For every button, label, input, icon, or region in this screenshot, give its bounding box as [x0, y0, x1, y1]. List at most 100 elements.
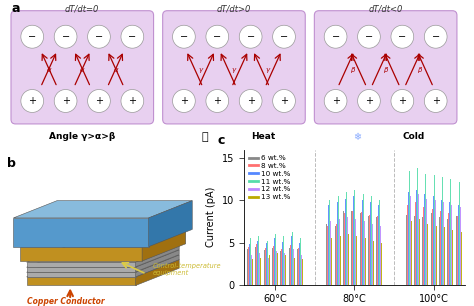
Bar: [424, 194, 425, 285]
Text: +: +: [128, 96, 137, 106]
Bar: [267, 241, 268, 285]
Text: −: −: [331, 32, 340, 42]
Bar: [256, 244, 257, 285]
Bar: [248, 247, 249, 285]
Text: Control-temperature
equipment: Control-temperature equipment: [153, 263, 222, 276]
Polygon shape: [27, 262, 136, 267]
Text: −: −: [246, 32, 255, 42]
FancyBboxPatch shape: [314, 11, 457, 124]
Bar: [362, 200, 363, 285]
Bar: [284, 253, 285, 285]
Text: α: α: [113, 67, 118, 73]
Y-axis label: Current (pA): Current (pA): [207, 187, 217, 248]
Bar: [417, 168, 418, 285]
Bar: [273, 246, 274, 285]
Bar: [433, 196, 434, 285]
Bar: [301, 255, 302, 285]
Bar: [255, 247, 256, 285]
Polygon shape: [13, 201, 192, 218]
Polygon shape: [136, 259, 179, 285]
Bar: [259, 253, 260, 285]
Bar: [302, 259, 303, 285]
Bar: [351, 211, 352, 285]
Circle shape: [88, 89, 110, 112]
Bar: [275, 234, 276, 285]
Circle shape: [21, 89, 44, 112]
Bar: [418, 194, 419, 285]
Text: ❄: ❄: [353, 132, 361, 142]
Bar: [251, 255, 252, 285]
Circle shape: [21, 25, 44, 48]
Bar: [258, 236, 259, 285]
Circle shape: [324, 25, 347, 48]
Bar: [364, 222, 365, 285]
Bar: [291, 236, 292, 285]
Bar: [376, 217, 377, 285]
Text: γ: γ: [232, 67, 236, 73]
Bar: [260, 258, 261, 285]
Bar: [328, 205, 329, 285]
Bar: [299, 242, 300, 285]
Text: β: β: [350, 67, 355, 73]
Circle shape: [357, 89, 380, 112]
Bar: [289, 248, 290, 285]
Bar: [300, 238, 301, 285]
Bar: [355, 190, 356, 285]
Bar: [444, 227, 445, 285]
Text: +: +: [246, 96, 255, 106]
Polygon shape: [27, 255, 179, 272]
Circle shape: [239, 25, 262, 48]
Text: −: −: [95, 32, 103, 42]
Text: Cold: Cold: [402, 132, 425, 140]
Polygon shape: [27, 267, 136, 272]
Bar: [373, 241, 374, 285]
Circle shape: [357, 25, 380, 48]
Text: −: −: [28, 32, 36, 42]
Circle shape: [391, 89, 414, 112]
Bar: [331, 238, 332, 285]
Text: +: +: [432, 96, 440, 106]
Bar: [407, 205, 408, 285]
Polygon shape: [20, 230, 186, 247]
Bar: [449, 202, 450, 285]
Text: +: +: [213, 96, 221, 106]
Bar: [423, 207, 424, 285]
Bar: [274, 238, 275, 285]
Legend: 6 wt.%, 8 wt.%, 10 wt.%, 11 wt.%, 12 wt.%, 13 wt.%: 6 wt.%, 8 wt.%, 10 wt.%, 11 wt.%, 12 wt.…: [248, 154, 292, 202]
Polygon shape: [27, 272, 136, 277]
Bar: [294, 258, 295, 285]
Bar: [361, 212, 362, 285]
Bar: [372, 224, 373, 285]
Bar: [330, 222, 331, 285]
Bar: [343, 211, 344, 285]
Text: +: +: [180, 96, 188, 106]
Bar: [426, 199, 427, 285]
Bar: [377, 216, 378, 285]
Bar: [283, 236, 284, 285]
Bar: [450, 179, 451, 285]
Text: γ: γ: [265, 67, 269, 73]
Bar: [250, 238, 251, 285]
Bar: [276, 251, 277, 285]
Text: +: +: [95, 96, 103, 106]
Text: −: −: [432, 32, 440, 42]
Bar: [432, 209, 433, 285]
Polygon shape: [20, 247, 142, 261]
Bar: [326, 224, 327, 285]
Text: dT/dt<0: dT/dt<0: [368, 5, 403, 13]
Text: Copper Conductor: Copper Conductor: [27, 297, 105, 306]
Bar: [409, 171, 410, 285]
Polygon shape: [13, 218, 149, 247]
Bar: [415, 202, 416, 285]
Text: b: b: [7, 158, 16, 170]
Text: −: −: [398, 32, 406, 42]
Polygon shape: [136, 250, 179, 272]
Bar: [439, 217, 440, 285]
Bar: [297, 249, 298, 285]
Bar: [363, 194, 364, 285]
Bar: [460, 207, 461, 285]
Bar: [285, 255, 286, 285]
Bar: [340, 236, 341, 285]
Bar: [459, 182, 460, 285]
Bar: [368, 215, 369, 285]
